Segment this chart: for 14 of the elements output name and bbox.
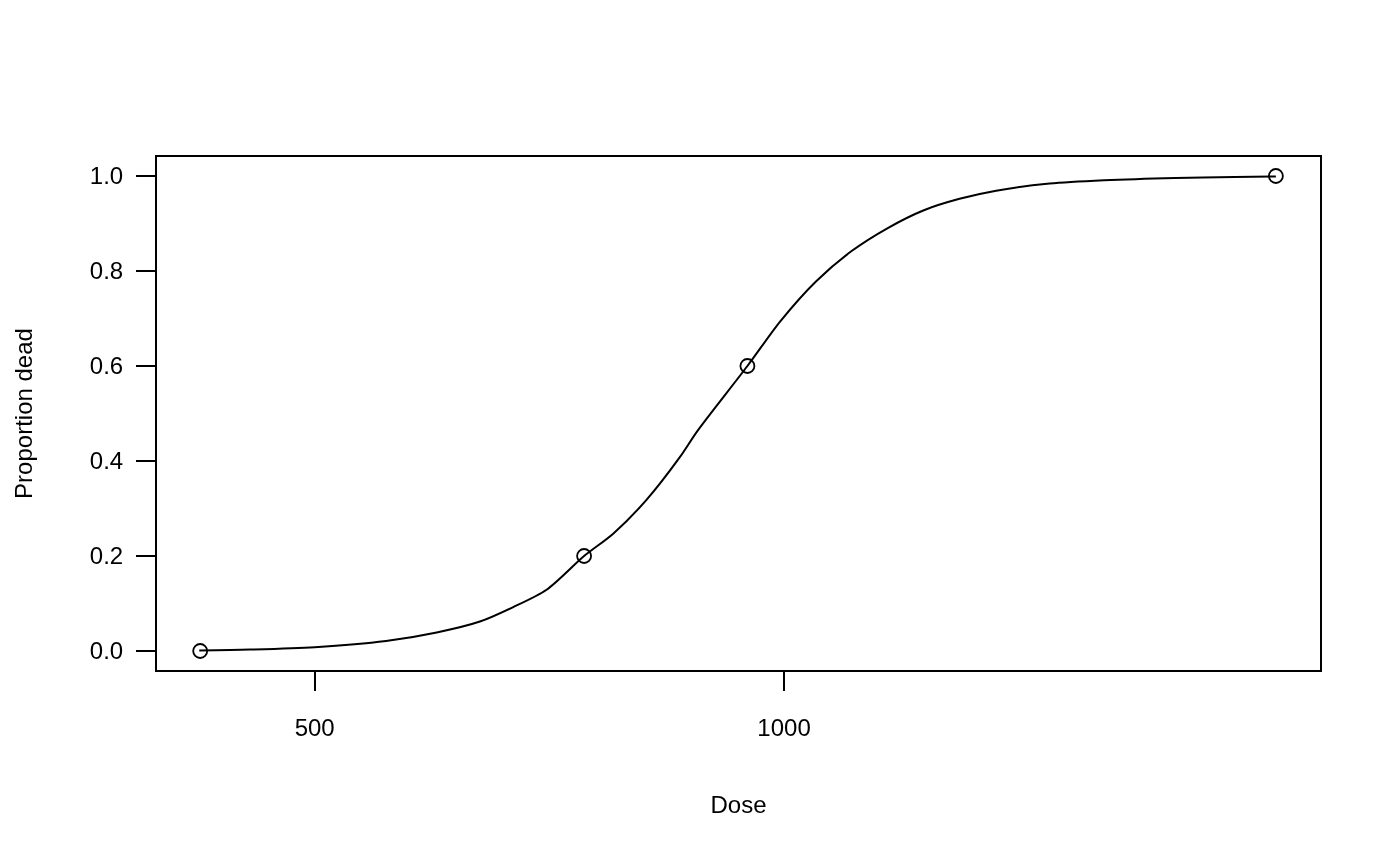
y-axis-title: Proportion dead: [10, 328, 38, 499]
y-tick-label: 0.4: [89, 447, 124, 475]
y-tick-label: 0.0: [89, 637, 124, 665]
y-tick-label: 0.6: [89, 352, 124, 380]
point: [739, 358, 756, 374]
x-axis-title: Dose: [710, 790, 767, 818]
point: [1267, 168, 1284, 184]
point: [576, 548, 592, 564]
x-tick-label: 500: [294, 713, 335, 741]
point: [192, 643, 209, 659]
y-tick-label: 1.0: [89, 162, 124, 190]
y-tick-label: 0.2: [89, 542, 124, 570]
x-tick-label: 1000: [757, 713, 811, 741]
y-tick-label: 0.8: [89, 257, 124, 285]
